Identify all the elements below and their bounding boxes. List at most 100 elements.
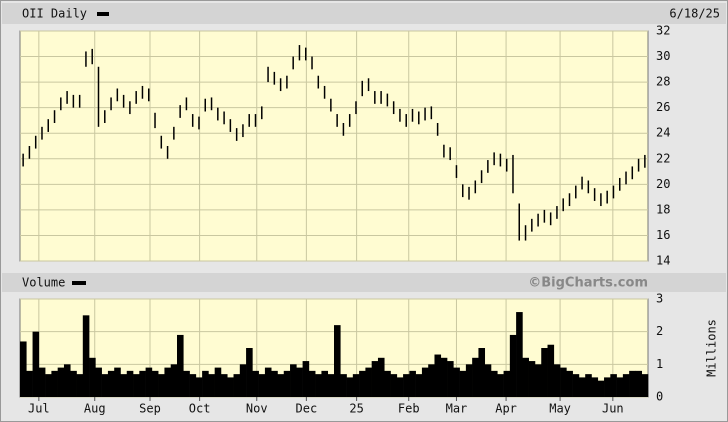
- watermark: ©BigCharts.com: [528, 276, 648, 291]
- volume-bar: [258, 374, 266, 397]
- volume-bar: [126, 370, 134, 397]
- y-tick-label: 3: [656, 292, 663, 306]
- x-tick-label: May: [549, 402, 571, 416]
- volume-header: [2, 273, 726, 292]
- volume-bar: [346, 377, 354, 397]
- volume-bar: [82, 315, 90, 397]
- volume-bar: [572, 374, 580, 397]
- volume-bar: [321, 370, 329, 397]
- y-tick-label: 30: [656, 49, 670, 63]
- price-header: [2, 3, 726, 24]
- x-tick-label: Jun: [602, 402, 624, 416]
- volume-bar: [465, 364, 473, 397]
- volume-bar: [616, 377, 624, 397]
- date-label: 6/18/25: [669, 7, 720, 21]
- volume-bar: [610, 374, 617, 397]
- volume-bar: [120, 374, 128, 397]
- volume-bar: [20, 341, 27, 397]
- y-tick-label: 28: [656, 75, 670, 89]
- volume-bar: [296, 367, 303, 397]
- volume-bar: [591, 377, 599, 397]
- volume-bar: [390, 374, 398, 397]
- volume-bar: [308, 370, 316, 397]
- y-tick-label: 18: [656, 202, 670, 216]
- volume-bar: [290, 364, 297, 397]
- volume-bar: [151, 370, 159, 397]
- y-tick-label: 0: [656, 390, 663, 404]
- y-axis-label: Millions: [705, 319, 719, 377]
- volume-bar: [578, 377, 586, 397]
- volume-bar: [377, 357, 385, 397]
- volume-bar: [264, 367, 272, 397]
- volume-bar: [133, 374, 140, 397]
- volume-bar: [635, 370, 643, 397]
- volume-bar: [352, 374, 360, 397]
- volume-bar: [315, 374, 322, 397]
- x-tick-label: Jul: [28, 402, 50, 416]
- volume-bar: [497, 374, 504, 397]
- volume-bar: [409, 370, 416, 397]
- volume-bar: [415, 374, 423, 397]
- volume-bar: [51, 370, 58, 397]
- chart-title: OII Daily: [22, 7, 87, 21]
- y-tick-label: 32: [656, 24, 670, 38]
- volume-bar: [246, 348, 253, 397]
- volume-bar: [145, 367, 153, 397]
- volume-bar: [227, 377, 234, 397]
- volume-bar: [183, 370, 190, 397]
- y-tick-label: 26: [656, 100, 670, 114]
- volume-bar: [453, 367, 460, 397]
- volume-bar: [421, 367, 429, 397]
- y-tick-label: 20: [656, 177, 670, 191]
- x-tick-label: Dec: [296, 402, 318, 416]
- x-tick-label: Aug: [84, 402, 106, 416]
- volume-bar: [403, 374, 410, 397]
- volume-bar: [164, 367, 172, 397]
- volume-bar: [158, 374, 165, 397]
- volume-bar: [359, 370, 366, 397]
- volume-bar: [622, 374, 630, 397]
- price-plot: [19, 30, 649, 262]
- volume-bar: [597, 380, 605, 397]
- x-tick-label: Mar: [446, 402, 468, 416]
- volume-bar: [95, 367, 102, 397]
- volume-bar: [170, 364, 178, 397]
- x-tick-label: 25: [349, 402, 363, 416]
- volume-bar: [107, 370, 115, 397]
- volume-bar: [340, 374, 347, 397]
- volume-bar: [283, 370, 291, 397]
- y-tick-label: 1: [656, 357, 663, 371]
- volume-bar: [214, 367, 222, 397]
- volume-bar: [202, 370, 209, 397]
- volume-bar: [553, 364, 561, 397]
- volume-bar: [528, 361, 536, 397]
- volume-bar: [63, 364, 71, 397]
- volume-bar: [334, 325, 341, 397]
- volume-bar: [277, 374, 285, 397]
- volume-bar: [327, 374, 335, 397]
- volume-bar: [516, 312, 523, 397]
- volume-bar: [396, 377, 404, 397]
- volume-bar: [45, 374, 52, 397]
- volume-bar: [365, 367, 372, 397]
- x-tick-label: Apr: [495, 402, 517, 416]
- y-tick-label: 24: [656, 126, 670, 140]
- volume-bar: [233, 374, 241, 397]
- volume-bar: [560, 367, 567, 397]
- volume-bar: [177, 334, 184, 397]
- volume-bar: [302, 361, 310, 397]
- y-tick-label: 16: [656, 228, 670, 242]
- volume-bar: [604, 377, 611, 397]
- volume-bar: [509, 334, 517, 397]
- legend-swatch: [72, 281, 86, 285]
- volume-bar: [641, 374, 649, 397]
- volume-bar: [70, 370, 77, 397]
- x-tick-label: Sep: [139, 402, 161, 416]
- volume-bar: [434, 354, 442, 397]
- volume-bar: [503, 370, 511, 397]
- volume-bar: [89, 357, 96, 397]
- volume-bar: [534, 364, 542, 397]
- volume-bar: [585, 374, 592, 397]
- y-tick-label: 14: [656, 254, 670, 268]
